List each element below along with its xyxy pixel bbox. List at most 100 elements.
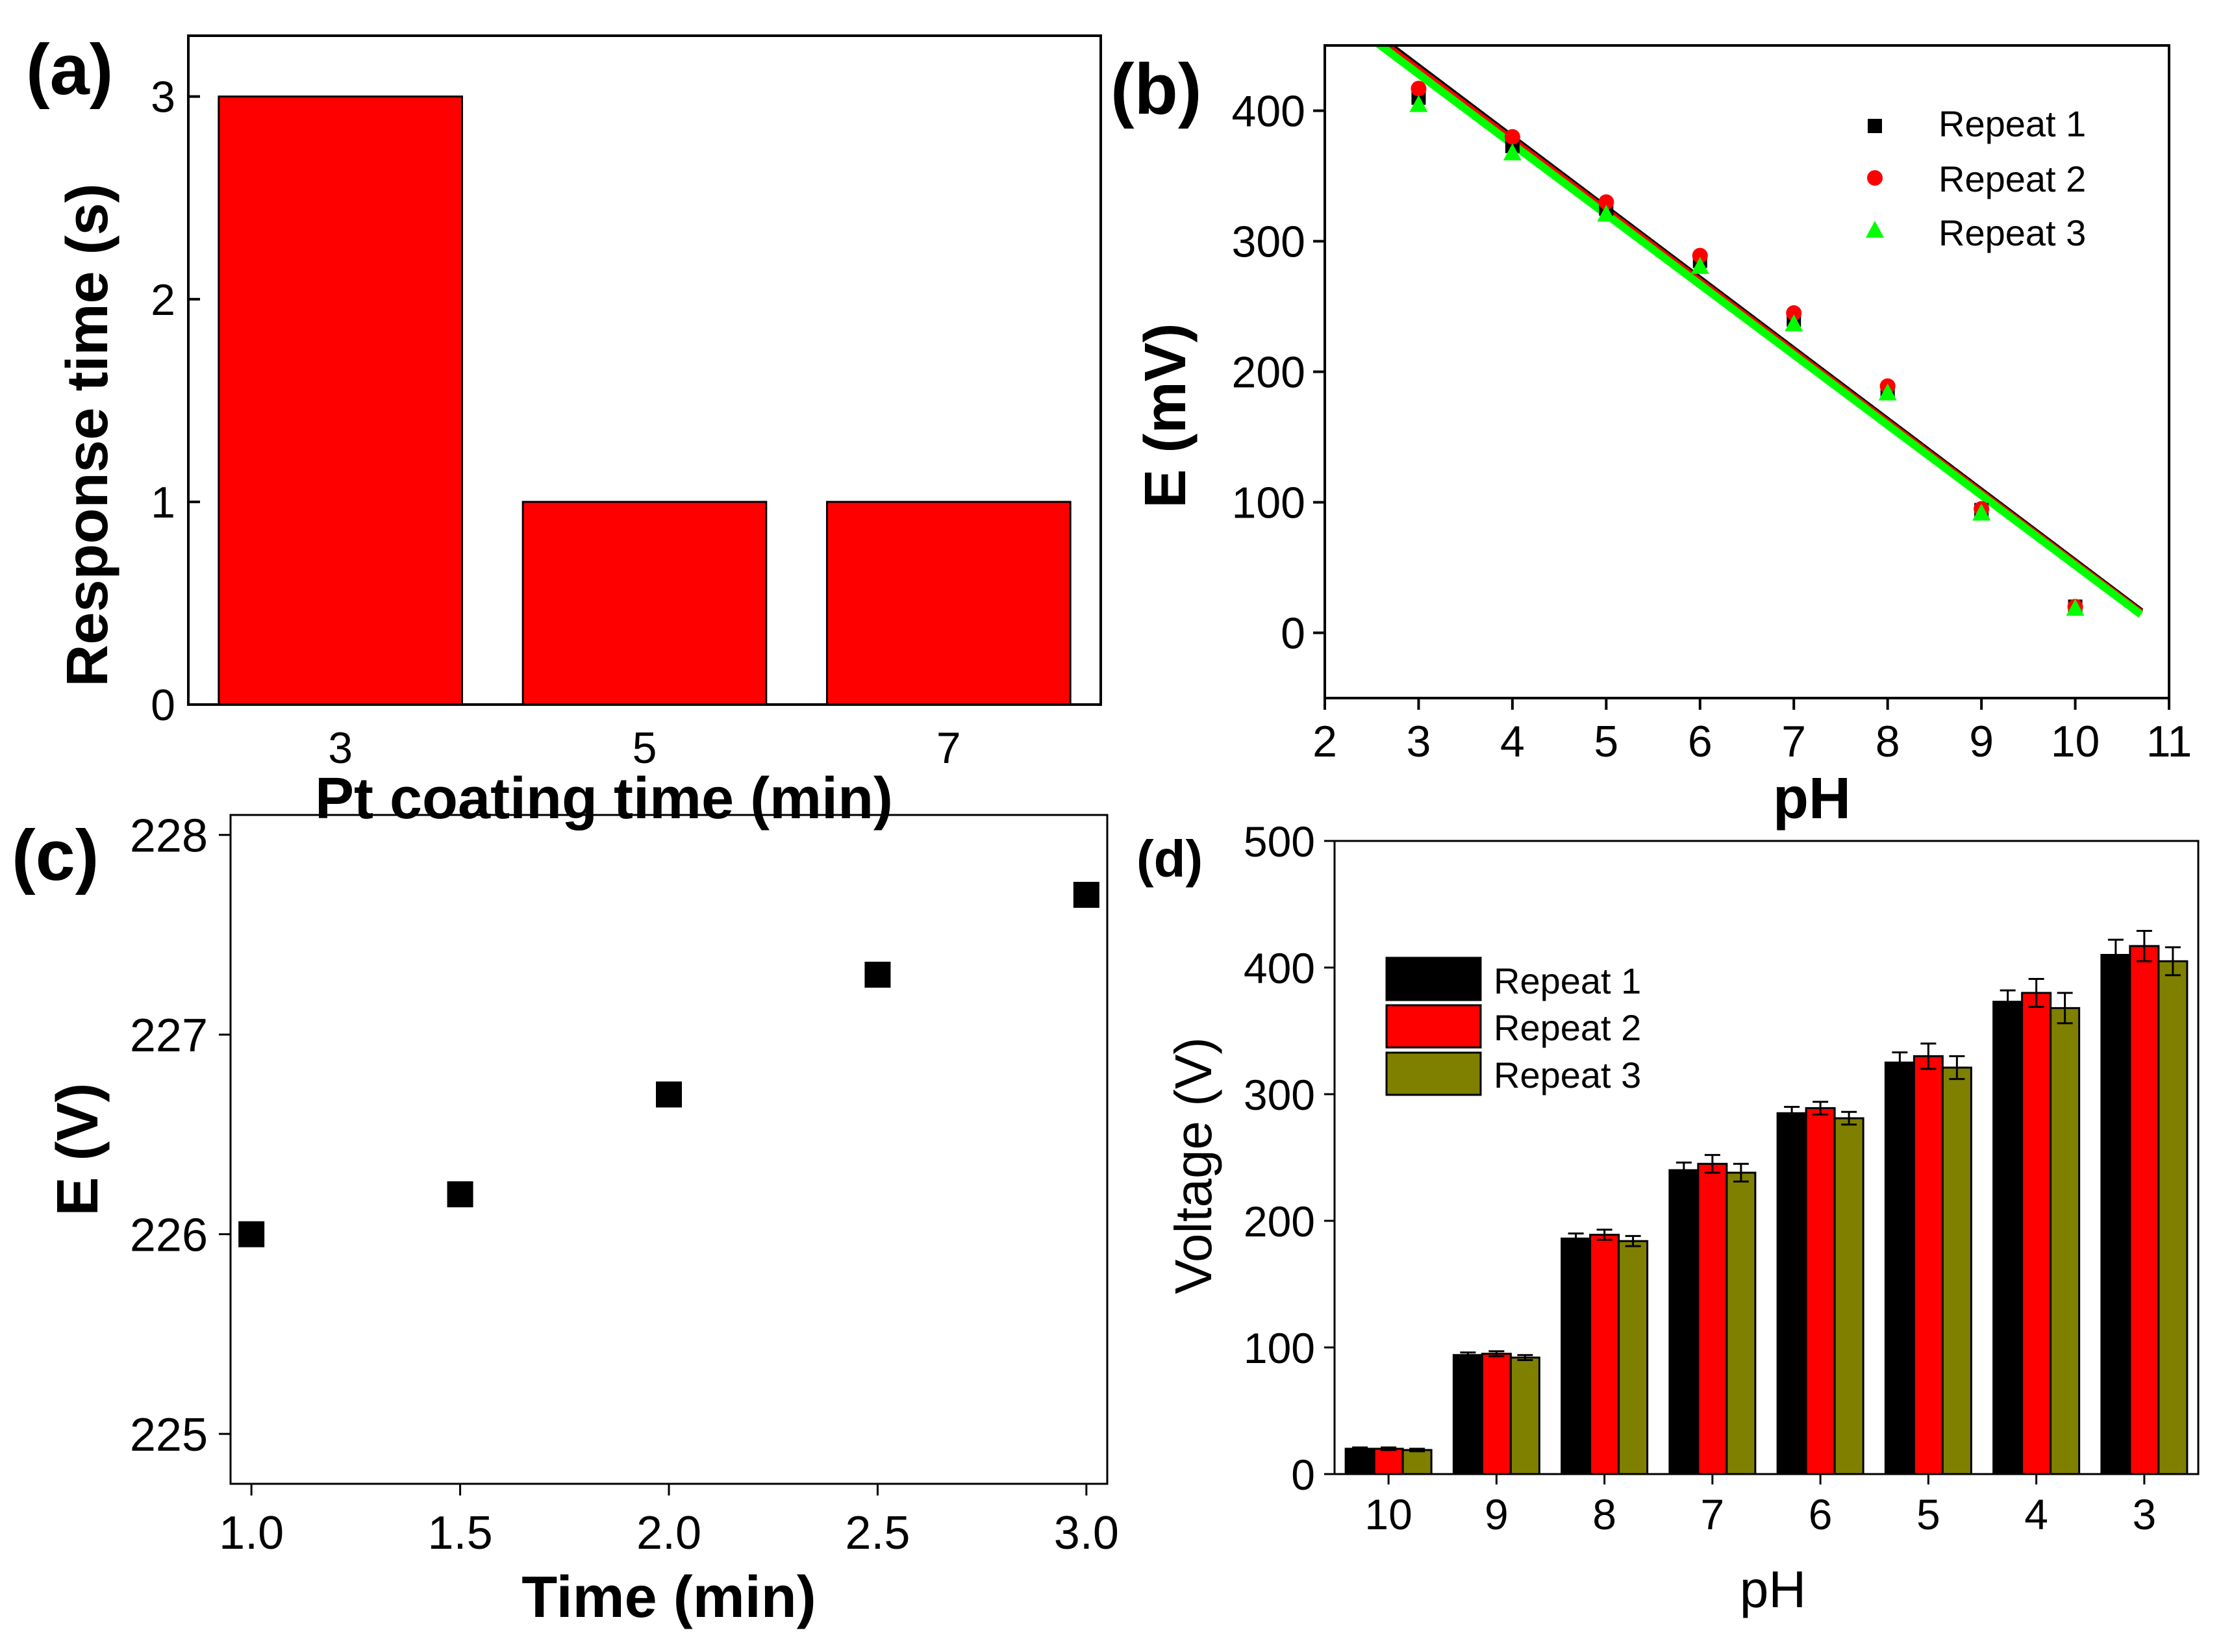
y-tick-label: 300 (1232, 218, 1305, 267)
panel-d-y-axis-label: Voltage (V) (1164, 1037, 1222, 1294)
legend-label-repeat-3: Repeat 3 (1939, 212, 2086, 253)
data-point (2066, 599, 2085, 616)
y-tick-label: 0 (151, 681, 175, 730)
panel-a-plot-area: 3 5 7 0 1 2 3 (151, 34, 1102, 773)
panel-d-plot-area: 10 9 8 7 6 5 4 3 0 100 200 300 400 500 (1244, 818, 2200, 1538)
y-tick-label: 200 (1244, 1197, 1315, 1245)
legend-swatch-repeat-2 (1385, 1004, 1482, 1049)
panel-a-x-axis-label: Pt coating time (min) (315, 766, 893, 831)
panel-c-label: (c) (12, 816, 99, 895)
x-tick-label: 6 (1688, 717, 1713, 766)
x-tick-label: 1.5 (428, 1507, 493, 1559)
data-point (1690, 257, 1709, 274)
panel-b-frame (1324, 44, 2170, 699)
y-tick-label: 1 (151, 478, 175, 527)
panel-c-y-axis-label: E (V) (45, 1083, 110, 1216)
bar (1992, 1001, 2024, 1475)
bar (2129, 945, 2160, 1475)
x-tick-label: 5 (633, 723, 657, 773)
x-tick-label: 4 (1500, 717, 1525, 766)
x-tick-label: 6 (1809, 1490, 1833, 1538)
bar (2157, 960, 2189, 1475)
y-tick-label: 226 (130, 1210, 208, 1262)
y-tick-label: 200 (1232, 348, 1305, 397)
data-point (1597, 205, 1616, 222)
x-tick-label: 9 (1485, 1490, 1509, 1538)
panel-b-plot-area: 2 3 4 5 6 7 8 9 10 11 0 100 200 300 400 (1232, 44, 2192, 766)
y-tick-label: 400 (1232, 87, 1305, 136)
panel-d-x-axis-label: pH (1740, 1560, 1806, 1618)
data-point (1504, 129, 1520, 145)
x-tick-label: 10 (1364, 1490, 1412, 1538)
bar (521, 501, 768, 706)
bar (1561, 1237, 1592, 1475)
legend-label-repeat-2: Repeat 2 (1939, 158, 2086, 199)
x-tick-label: 2 (1312, 717, 1337, 766)
bar (1884, 1061, 1915, 1475)
data-point (447, 1181, 473, 1208)
x-tick-label: 7 (936, 723, 961, 773)
legend-label-repeat-1: Repeat 1 (1494, 960, 1641, 1001)
panel-b-legend: Repeat 1 Repeat 2 Repeat 3 (1866, 103, 2086, 253)
bar (1725, 1171, 1757, 1475)
y-tick-label: 2 (151, 275, 175, 325)
panel-d: 10 9 8 7 6 5 4 3 0 100 200 300 400 500 (d) Voltage (V… (1136, 818, 2200, 1618)
data-point (1786, 305, 1802, 321)
x-tick-label: 8 (1876, 717, 1900, 766)
data-point (656, 1081, 682, 1108)
fit-line (1374, 45, 2144, 618)
y-tick-label: 400 (1244, 944, 1315, 992)
y-tick-label: 225 (130, 1409, 208, 1461)
x-tick-label: 5 (1916, 1490, 1940, 1538)
panel-c-frame (229, 814, 1109, 1485)
panel-b-label: (b) (1110, 49, 1201, 129)
legend-marker-repeat-2 (1867, 170, 1883, 186)
y-tick-label: 100 (1232, 479, 1305, 528)
x-tick-label: 3.0 (1054, 1507, 1119, 1559)
data-point (864, 961, 891, 988)
panel-c: 1.0 1.5 2.0 2.5 3.0 225 226 227 228 (c) E (V) Ti… (12, 810, 1119, 1630)
bar (1668, 1169, 1700, 1475)
x-tick-label: 5 (1594, 717, 1618, 766)
x-tick-label: 11 (2146, 717, 2192, 766)
legend-marker-repeat-1 (1868, 119, 1882, 133)
x-tick-label: 4 (2024, 1490, 2048, 1538)
x-tick-label: 8 (1592, 1490, 1616, 1538)
panel-b-x-axis-label: pH (1773, 766, 1851, 831)
bar (1618, 1240, 1649, 1475)
panel-a: 3 5 7 0 1 2 3 (a) Response time (s) Pt coating… (26, 30, 1102, 831)
bar (1344, 1447, 1375, 1475)
x-tick-label: 3 (328, 723, 353, 773)
bar (1805, 1107, 1836, 1475)
bar (1373, 1447, 1404, 1475)
x-tick-label: 10 (2051, 717, 2100, 766)
y-tick-label: 3 (151, 73, 175, 122)
panel-a-label: (a) (26, 30, 113, 110)
x-tick-label: 2.5 (845, 1507, 910, 1559)
y-tick-label: 100 (1244, 1324, 1315, 1372)
x-tick-label: 7 (1701, 1490, 1725, 1538)
panel-a-y-axis-label: Response time (s) (55, 183, 120, 686)
y-tick-label: 0 (1281, 609, 1305, 658)
x-tick-label: 3 (2133, 1490, 2157, 1538)
data-point (1598, 194, 1614, 210)
bar (1941, 1066, 1972, 1475)
bar (826, 501, 1072, 706)
data-point (1972, 503, 1991, 521)
bar (1697, 1162, 1728, 1475)
panel-a-frame (187, 34, 1102, 706)
data-point (1503, 143, 1522, 160)
y-tick-label: 500 (1244, 818, 1315, 866)
panel-b-y-axis-label: E (mV) (1133, 323, 1198, 508)
bar (1452, 1354, 1483, 1475)
x-tick-label: 2.0 (636, 1507, 701, 1559)
bar (1509, 1357, 1540, 1475)
panel-d-legend: Repeat 1 Repeat 2 Repeat 3 (1385, 957, 1641, 1096)
data-point (1073, 881, 1099, 908)
bar (1776, 1112, 1807, 1475)
bar (2050, 1007, 2081, 1475)
data-point (238, 1221, 265, 1247)
legend-label-repeat-1: Repeat 1 (1939, 103, 2086, 144)
